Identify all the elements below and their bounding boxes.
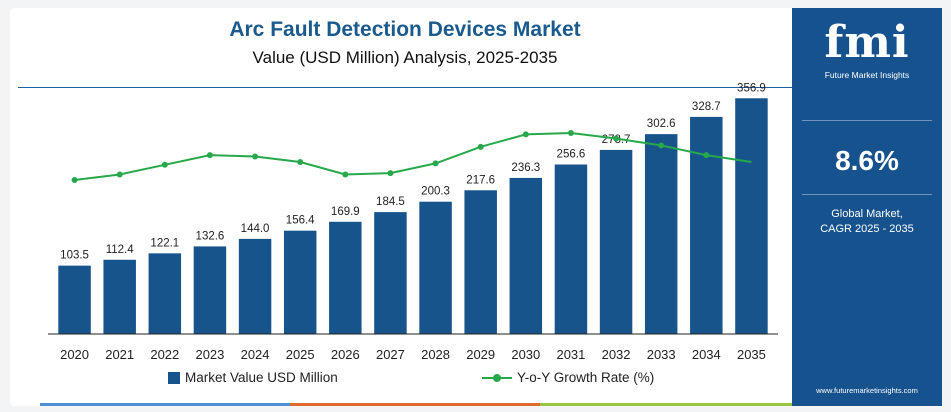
accent-bar-blue bbox=[40, 403, 290, 406]
bar-2033 bbox=[644, 134, 678, 334]
bar-2025 bbox=[283, 230, 317, 334]
growth-line bbox=[74, 131, 752, 181]
growth-point-2022 bbox=[161, 161, 168, 168]
bar-value-label-2025: 156.4 bbox=[286, 215, 315, 227]
bar-2027 bbox=[374, 212, 407, 334]
bar-2030 bbox=[509, 177, 543, 334]
bar-value-label-2029: 217.6 bbox=[466, 174, 495, 186]
bar-value-label-2024: 144.0 bbox=[241, 223, 270, 235]
legend-bar-label: Market Value USD Million bbox=[185, 370, 338, 385]
bar-2021 bbox=[103, 259, 136, 334]
bar-2034 bbox=[690, 116, 723, 334]
bar-value-label-2033: 302.6 bbox=[647, 118, 676, 130]
growth-point-2025 bbox=[297, 159, 304, 166]
bar-2023 bbox=[193, 246, 227, 334]
x-tick-2022: 2022 bbox=[150, 347, 179, 362]
x-tick-2035: 2035 bbox=[737, 347, 766, 362]
growth-point-2024 bbox=[252, 153, 259, 160]
growth-point-2032 bbox=[613, 135, 620, 142]
market-chart: 103.5 112.4 122.1 132.6 144.0 156.4 169.9 184.5… bbox=[48, 82, 778, 362]
bar-value-label-2028: 200.3 bbox=[421, 186, 450, 198]
bar-value-label-2023: 132.6 bbox=[196, 230, 225, 242]
legend-bar-swatch bbox=[168, 371, 180, 384]
bar-series bbox=[58, 98, 768, 335]
x-tick-2027: 2027 bbox=[376, 347, 405, 362]
chart-subtitle: Value (USD Million) Analysis, 2025-2035 bbox=[252, 48, 558, 67]
bar-value-label-2022: 122.1 bbox=[150, 237, 179, 249]
growth-point-2030 bbox=[522, 131, 529, 138]
x-tick-2024: 2024 bbox=[241, 347, 270, 362]
bar-2028 bbox=[419, 201, 452, 334]
x-tick-2032: 2032 bbox=[602, 347, 631, 362]
x-tick-2034: 2034 bbox=[692, 347, 721, 362]
growth-point-2028 bbox=[432, 160, 439, 167]
cagr-label: Global Market, CAGR 2025 - 2035 bbox=[792, 207, 942, 237]
bar-value-label-2027: 184.5 bbox=[376, 196, 405, 208]
growth-point-2020 bbox=[71, 177, 78, 183]
bar-2031 bbox=[554, 164, 588, 334]
panel-divider-mid bbox=[802, 194, 932, 195]
accent-bar-orange bbox=[290, 403, 540, 406]
growth-point-2031 bbox=[567, 130, 574, 136]
bar-value-label-2021: 112.4 bbox=[106, 244, 135, 256]
bar-value-label-2031: 256.6 bbox=[557, 149, 586, 161]
bar-value-label-2030: 236.3 bbox=[511, 162, 540, 174]
growth-point-2029 bbox=[477, 143, 484, 150]
accent-bar-green bbox=[540, 403, 792, 406]
bar-2022 bbox=[148, 253, 182, 334]
brand-panel: fmi Future Market Insights 8.6% Global M… bbox=[792, 8, 942, 406]
x-tick-2021: 2021 bbox=[105, 347, 134, 362]
growth-line-series bbox=[71, 130, 752, 183]
bar-value-label-2026: 169.9 bbox=[331, 206, 360, 218]
bar-2026 bbox=[329, 221, 362, 334]
bar-value-labels: 103.5 112.4 122.1 132.6 144.0 156.4 169.9 184.5… bbox=[60, 82, 766, 261]
bar-2024 bbox=[238, 238, 272, 334]
chart-card: Arc Fault Detection Devices Market Value… bbox=[10, 8, 942, 406]
legend-item-line: Y-o-Y Growth Rate (%) bbox=[482, 370, 654, 385]
bar-value-label-2035: 356.9 bbox=[737, 82, 766, 94]
fmi-logo-name: Future Market Insights bbox=[824, 70, 910, 80]
legend-line-label: Y-o-Y Growth Rate (%) bbox=[517, 370, 655, 385]
cagr-value: 8.6% bbox=[835, 145, 899, 176]
x-tick-2025: 2025 bbox=[286, 347, 315, 362]
bar-2020 bbox=[58, 265, 91, 334]
fmi-logo-mark: fmi bbox=[824, 17, 910, 68]
x-tick-2023: 2023 bbox=[195, 347, 224, 362]
growth-point-2023 bbox=[206, 152, 213, 159]
x-tick-2029: 2029 bbox=[466, 347, 495, 362]
chart-title: Arc Fault Detection Devices Market bbox=[229, 18, 581, 41]
x-axis-tick-labels: 2020 2021 2022 2023 2024 2025 2026 2027 2028 2029… bbox=[60, 347, 766, 362]
bar-2029 bbox=[464, 190, 497, 334]
bar-value-label-2020: 103.5 bbox=[60, 250, 89, 262]
bar-2032 bbox=[599, 149, 633, 334]
bar-value-label-2034: 328.7 bbox=[692, 101, 721, 113]
x-tick-2030: 2030 bbox=[511, 347, 540, 362]
x-tick-2028: 2028 bbox=[421, 347, 450, 362]
panel-divider-top bbox=[802, 120, 932, 121]
growth-point-2027 bbox=[387, 170, 394, 177]
legend-line-swatch bbox=[482, 373, 512, 382]
growth-point-2034 bbox=[703, 152, 710, 159]
website-link[interactable]: www.futuremarketinsights.com bbox=[816, 386, 918, 395]
x-tick-2031: 2031 bbox=[556, 347, 585, 362]
x-tick-2026: 2026 bbox=[331, 347, 360, 362]
growth-point-2021 bbox=[116, 171, 123, 178]
bar-2035 bbox=[735, 98, 768, 335]
title-divider bbox=[18, 87, 794, 88]
x-tick-2020: 2020 bbox=[60, 347, 89, 362]
x-tick-2033: 2033 bbox=[647, 347, 676, 362]
fmi-logo: fmi Future Market Insights bbox=[792, 17, 942, 81]
legend-item-bar: Market Value USD Million bbox=[168, 370, 338, 385]
cagr-label-line1: Global Market, bbox=[831, 208, 903, 220]
cagr-label-line2: CAGR 2025 - 2035 bbox=[820, 223, 914, 235]
growth-point-2026 bbox=[342, 171, 349, 178]
growth-point-2033 bbox=[658, 142, 665, 149]
